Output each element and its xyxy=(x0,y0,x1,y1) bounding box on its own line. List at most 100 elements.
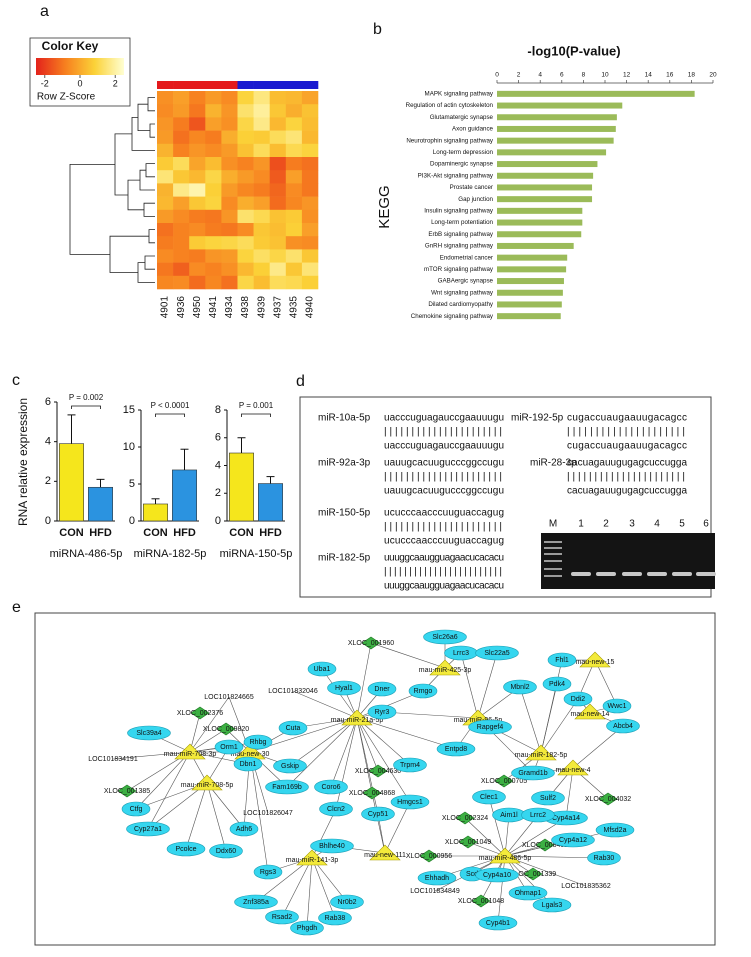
heatmap-cell xyxy=(189,91,206,105)
y-tick-label: 0 xyxy=(129,515,135,527)
node-label: Rmgo xyxy=(414,688,433,695)
y-tick-label: 6 xyxy=(45,396,51,408)
network-edge xyxy=(206,782,227,852)
heatmap-cell xyxy=(221,275,238,290)
network-edge xyxy=(356,717,411,766)
x-tick-label: CON xyxy=(143,527,168,539)
heatmap-cell xyxy=(173,91,190,105)
x-tick-label: HFD xyxy=(259,527,282,539)
heatmap-cell xyxy=(237,117,254,131)
heatmap-cell xyxy=(221,196,238,211)
network-edge xyxy=(356,717,379,772)
pairing: |||||||||||||||||||||| xyxy=(384,472,502,483)
bar xyxy=(497,102,623,109)
gene-node xyxy=(166,841,206,857)
node-label: XLOC_001960 xyxy=(348,640,394,647)
node-label: Aim1l xyxy=(500,812,518,819)
heatmap-cell xyxy=(237,275,254,290)
x-tick-label: 4 xyxy=(538,72,542,79)
gene-node xyxy=(508,885,548,901)
network-edge xyxy=(356,642,372,719)
heatmap-cell xyxy=(157,249,174,263)
network-edge xyxy=(540,683,558,754)
heatmap-cell xyxy=(253,196,270,211)
node-label: Coro6 xyxy=(321,784,340,791)
heatmap-cell xyxy=(205,157,222,171)
bar xyxy=(497,301,562,308)
node-label: Ddi2 xyxy=(571,696,586,703)
lncrna-node xyxy=(494,774,514,788)
heatmap-cell xyxy=(253,183,270,197)
gene-node xyxy=(417,870,457,886)
heatmap-cell xyxy=(157,91,174,105)
mirna-node xyxy=(429,659,461,676)
y-tick-label: 8 xyxy=(215,404,221,416)
gene-node xyxy=(126,821,170,837)
heatmap-cell xyxy=(301,196,319,211)
bar xyxy=(497,125,616,132)
node-label: Lrrc3 xyxy=(453,650,469,657)
heatmap-cell xyxy=(285,157,303,171)
node-label: Gskip xyxy=(281,763,299,770)
heatmap-cell xyxy=(189,117,206,131)
y-tick-label: 4 xyxy=(45,436,51,448)
sequence-target: uacccuguagauccgaauuugu xyxy=(384,441,504,452)
gene-node xyxy=(563,691,593,707)
heatmap-cell xyxy=(205,196,222,211)
node-label: XLOC_001049 xyxy=(445,839,491,846)
x-axis-label: miRNA-486-5p xyxy=(50,548,123,560)
mirna-node xyxy=(525,744,557,761)
annotation: P < 0.0001 xyxy=(151,401,190,410)
gene-node xyxy=(587,850,621,866)
heatmap-cell xyxy=(205,104,222,118)
node-label: Phgdh xyxy=(297,925,317,932)
category-label: Dilated cardiomyopathy xyxy=(428,301,494,308)
gene-node xyxy=(310,838,354,854)
group-bar xyxy=(269,81,287,89)
mirna-name: miR-192-5p xyxy=(511,413,564,424)
heatmap-cell xyxy=(189,104,206,118)
heatmap-cell xyxy=(269,104,287,118)
heatmap-cell xyxy=(301,157,319,171)
node-label: XLOC_004032 xyxy=(585,796,631,803)
heatmap-cell xyxy=(221,143,238,158)
x-tick-label: CON xyxy=(59,527,84,539)
gene-node xyxy=(361,806,395,822)
network-edge xyxy=(381,711,479,719)
column-label: 4935 xyxy=(288,296,299,319)
heatmap-cell xyxy=(157,236,174,250)
bar xyxy=(497,90,695,97)
bar xyxy=(497,114,617,121)
node-label: Rsad2 xyxy=(272,914,292,921)
lncrna-node xyxy=(458,835,478,849)
network-edge xyxy=(249,751,269,873)
heatmap-cell xyxy=(269,262,287,277)
network-edge xyxy=(330,717,358,788)
category-label: Regulation of actin cytoskeleton xyxy=(406,102,494,109)
y-tick-label: 2 xyxy=(45,475,51,487)
heatmap-cell xyxy=(189,183,206,197)
lncrna-node xyxy=(362,786,382,800)
gel-band xyxy=(672,572,692,576)
bar xyxy=(497,313,561,320)
heatmap-cell xyxy=(205,223,222,237)
y-tick-label: 2 xyxy=(215,487,221,499)
lncrna-node xyxy=(598,792,618,806)
pairing: |||||||||||||||||||||| xyxy=(384,522,502,533)
heatmap-cell xyxy=(285,223,303,237)
lncrna-node xyxy=(523,867,543,881)
node-label: mau-miR-425-3p xyxy=(419,667,472,674)
network-edge xyxy=(477,652,498,719)
category-label: Wnt signaling pathway xyxy=(431,289,494,296)
gene-node xyxy=(468,719,512,735)
sequence: uacccuguagauccgaauuugu xyxy=(384,413,504,424)
network-edge xyxy=(189,728,227,753)
network-edge xyxy=(286,717,358,788)
mirna-name: miR-150-5p xyxy=(318,508,371,519)
network-edge xyxy=(371,792,386,854)
lncrna-node xyxy=(117,784,137,798)
heatmap-cell xyxy=(157,262,174,277)
lncrna-node xyxy=(471,894,491,908)
node-label: Cyp4b1 xyxy=(486,920,510,927)
